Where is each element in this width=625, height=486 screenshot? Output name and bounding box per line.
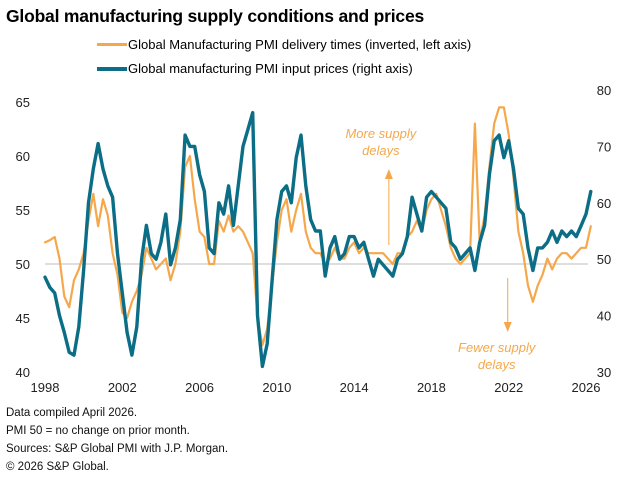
series-line-input-prices: [43, 110, 593, 369]
footnote-sources: Sources: S&P Global PMI with J.P. Morgan…: [6, 443, 229, 455]
annotation-arrow-down-head: [503, 322, 512, 332]
legend-label-input-prices: Global manufacturing PMI input prices (r…: [128, 61, 413, 76]
footnote-copyright: © 2026 S&P Global.: [6, 461, 109, 473]
x-tick-label: 2018: [417, 380, 446, 395]
annotation-fewer-supply-delays-line1: Fewer supply: [458, 340, 537, 355]
y-left-tick-label: 50: [16, 257, 30, 272]
legend-label-delivery-times: Global Manufacturing PMI delivery times …: [128, 37, 472, 52]
footnote-pmi-50: PMI 50 = no change on prior month.: [6, 425, 190, 437]
annotation-more-supply-delays-line1: More supply: [345, 126, 417, 141]
y-right-tick-label: 50: [597, 252, 611, 267]
legend-item-delivery-times: Global Manufacturing PMI delivery times …: [97, 37, 471, 52]
legend-item-input-prices: Global manufacturing PMI input prices (r…: [97, 61, 413, 76]
legend-swatch-delivery-times: [97, 43, 127, 46]
chart-title: Global manufacturing supply conditions a…: [6, 6, 425, 26]
y-right-tick-label: 70: [597, 139, 611, 154]
y-right-tick-label: 30: [597, 365, 611, 380]
x-tick-label: 2026: [572, 380, 601, 395]
y-left-tick-label: 45: [16, 311, 30, 326]
y-right-tick-label: 40: [597, 309, 611, 324]
annotation-more-supply-delays-line2: delays: [362, 143, 400, 158]
y-left-tick-label: 40: [16, 365, 30, 380]
y-left-tick-label: 65: [16, 95, 30, 110]
y-right-tick-label: 80: [597, 83, 611, 98]
x-tick-label: 2002: [108, 380, 137, 395]
x-tick-label: 2022: [494, 380, 523, 395]
legend-swatch-input-prices: [97, 66, 127, 71]
y-left-tick-label: 55: [16, 203, 30, 218]
x-tick-label: 1998: [31, 380, 60, 395]
y-right-tick-label: 60: [597, 196, 611, 211]
x-tick-label: 2006: [185, 380, 214, 395]
annotation-fewer-supply-delays-line2: delays: [478, 357, 516, 372]
y-left-tick-label: 60: [16, 149, 30, 164]
annotation-arrow-up-head: [384, 169, 393, 179]
x-tick-label: 2014: [340, 380, 369, 395]
series-line-delivery-times: [43, 106, 592, 347]
footnote-data-compiled: Data compiled April 2026.: [6, 407, 138, 419]
x-tick-label: 2010: [262, 380, 291, 395]
